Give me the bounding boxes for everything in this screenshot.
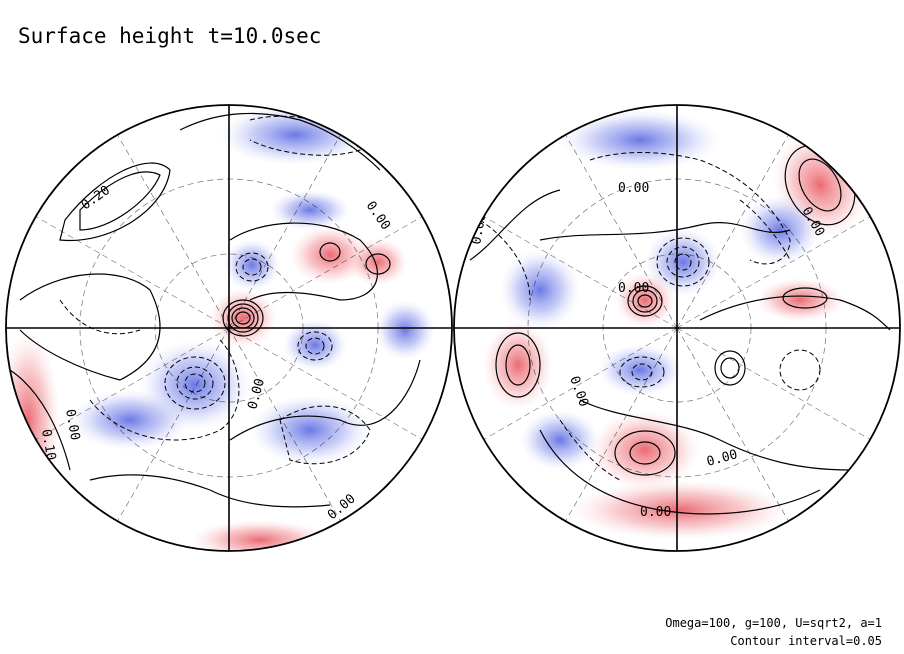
blob-neg-mid [598, 344, 682, 396]
contour-label: 0.00 [325, 491, 359, 523]
blob-pos-right [755, 278, 845, 322]
contour-label: 0.00 [62, 408, 82, 441]
blob-pos-bottom [570, 480, 790, 540]
plot-title: Surface height t=10.0sec [18, 24, 322, 48]
contour-label: 0.00 [640, 505, 671, 520]
blob-neg-lower2 [70, 390, 190, 450]
contour-label: 0.00 [618, 181, 649, 196]
blob-neg-uppermid [270, 190, 350, 230]
right-hemisphere: 0.00 0.00 0.00 0.00 0.00 0.00 0.00 [454, 105, 900, 551]
blob-neg-right [740, 195, 820, 265]
blob-neg-left [500, 250, 580, 330]
contour-label: 0.00 [618, 281, 649, 296]
blob-pos-left [483, 320, 553, 410]
blob-neg-bottom [250, 395, 370, 465]
blob-neg-top [560, 110, 720, 170]
contour-label: 0.10 [75, 131, 109, 163]
blob-pos-bottom [190, 520, 330, 551]
left-hemisphere-boundary [5, 104, 453, 552]
blob-neg-mid [283, 319, 347, 371]
contour-interval-text: Contour interval=0.05 [730, 634, 882, 648]
contour-label: 0.00 [363, 199, 393, 233]
blob-neg-upper [645, 228, 721, 296]
contour-label: 0.00 [705, 447, 739, 470]
blob-pos-right2 [348, 238, 408, 286]
blob-pos-lower [590, 410, 700, 490]
blob-pos-center [209, 288, 277, 348]
right-hemisphere-boundary [453, 104, 901, 552]
blob-neg-lower [520, 410, 600, 470]
blob-neg-upper [224, 239, 280, 291]
blob-neg-right [375, 300, 435, 360]
parameters-text: Omega=100, g=100, U=sqrt2, a=1 [665, 616, 882, 630]
